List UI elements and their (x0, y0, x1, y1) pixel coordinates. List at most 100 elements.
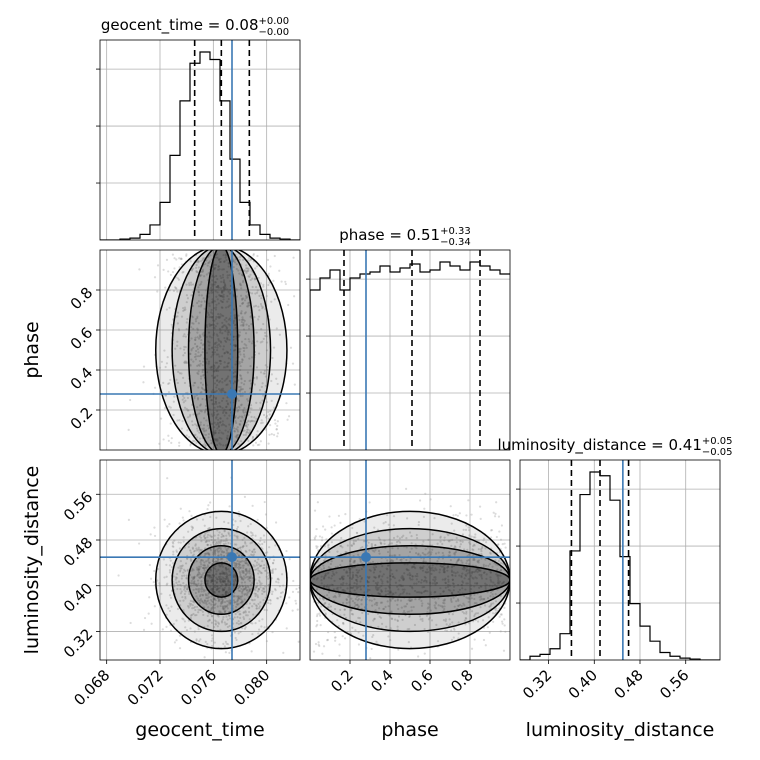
sample-point (195, 584, 199, 587)
sample-point (185, 577, 188, 580)
sample-point (479, 606, 482, 609)
sample-point (417, 553, 420, 556)
sample-point (162, 268, 165, 271)
sample-point (206, 508, 209, 511)
sample-point (198, 608, 202, 612)
sample-point (237, 632, 240, 635)
sample-point (239, 589, 242, 593)
sample-point (247, 575, 250, 578)
sample-point (223, 580, 227, 583)
sample-point (235, 434, 239, 437)
sample-point (221, 387, 225, 390)
sample-point (435, 623, 438, 626)
sample-point (388, 538, 391, 541)
sample-point (426, 611, 429, 614)
sample-point (237, 586, 240, 589)
sample-point (202, 373, 205, 376)
sample-point (209, 515, 212, 519)
sample-point (205, 582, 208, 585)
sample-point (194, 349, 198, 353)
sample-point (250, 419, 253, 423)
sample-point (352, 540, 355, 543)
sample-point (205, 552, 209, 555)
sample-point (216, 443, 219, 447)
sample-point (258, 294, 261, 297)
sample-point (477, 569, 480, 572)
sample-point (296, 608, 299, 611)
contour-inner (310, 562, 510, 598)
sample-point (179, 583, 182, 586)
sample-point (341, 575, 344, 578)
sample-point (405, 567, 408, 571)
sample-point (408, 599, 412, 603)
sample-point (356, 580, 359, 583)
sample-point (461, 581, 465, 584)
sample-point (199, 362, 202, 365)
sample-point (349, 567, 352, 570)
sample-point (468, 571, 471, 574)
sample-point (401, 592, 404, 595)
sample-point (251, 435, 255, 439)
sample-point (258, 309, 261, 312)
sample-point (206, 543, 209, 547)
sample-point (275, 428, 278, 431)
sample-point (247, 399, 250, 403)
sample-point (261, 399, 264, 402)
sample-point (371, 604, 374, 607)
sample-point (329, 562, 332, 566)
sample-point (424, 553, 427, 556)
sample-point (495, 501, 498, 504)
sample-point (158, 582, 161, 585)
sample-point (287, 303, 290, 307)
sample-point (189, 363, 192, 366)
sample-point (170, 441, 173, 444)
sample-point (245, 424, 248, 427)
sample-point (219, 558, 222, 561)
y-axis-label: phase (21, 321, 43, 378)
sample-point (204, 532, 207, 535)
sample-point (251, 550, 254, 554)
sample-point (242, 564, 245, 567)
sample-point (193, 580, 196, 583)
sample-point (446, 564, 450, 568)
sample-point (419, 554, 422, 557)
sample-point (215, 581, 219, 584)
sample-point (249, 278, 252, 282)
sample-point (213, 390, 216, 393)
sample-point (138, 268, 141, 271)
sample-point (233, 573, 236, 576)
sample-point (217, 587, 220, 590)
sample-point (439, 540, 442, 543)
sample-point (222, 324, 225, 327)
sample-point (224, 391, 227, 394)
sample-point (282, 651, 285, 654)
sample-point (207, 272, 210, 275)
sample-point (184, 595, 187, 599)
sample-point (271, 562, 275, 565)
sample-point (206, 597, 209, 600)
sample-point (258, 628, 261, 631)
sample-point (216, 421, 219, 424)
sample-point (208, 574, 211, 577)
sample-point (274, 589, 277, 592)
sample-point (226, 643, 230, 646)
sample-point (236, 525, 239, 529)
sample-point (240, 578, 243, 581)
sample-point (203, 569, 206, 572)
sample-point (221, 406, 224, 410)
sample-point (196, 584, 199, 587)
sample-point (457, 590, 460, 594)
sample-point (237, 510, 240, 513)
sample-point (189, 559, 193, 563)
sample-point (256, 584, 259, 588)
sample-point (185, 583, 188, 586)
sample-point (192, 577, 196, 580)
sample-point (117, 574, 120, 577)
sample-point (183, 351, 187, 355)
sample-point (177, 566, 180, 569)
sample-point (353, 601, 356, 605)
sample-point (214, 325, 217, 328)
sample-point (205, 560, 208, 563)
sample-point (389, 583, 392, 587)
sample-point (236, 598, 239, 601)
